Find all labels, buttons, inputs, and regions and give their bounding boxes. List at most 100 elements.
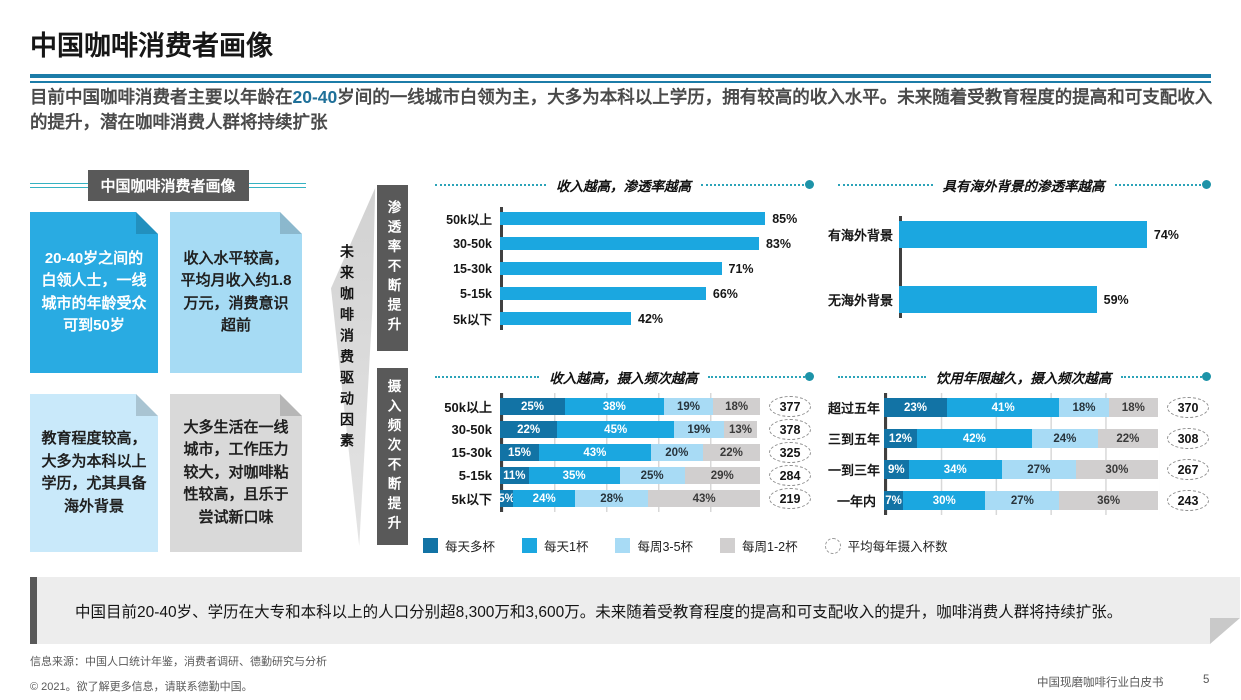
bar-segment: 43% [539, 444, 651, 461]
bar-segment: 27% [1001, 460, 1076, 479]
bar-segment: 24% [1031, 429, 1098, 448]
bar-segment: 38% [565, 398, 664, 415]
chart-title: 饮用年限越久，摄入频次越高 [935, 370, 1112, 386]
chart-income-frequency: 收入越高，摄入频次越高 50k以上 25% 38% 19% 18% 377 30-50k 22… [425, 368, 815, 512]
bar-segment: 29% [684, 467, 760, 484]
dotted-rule-with-dot [701, 180, 814, 189]
chart-title: 收入越高，渗透率越高 [556, 178, 691, 194]
bar-segment: 22% [702, 444, 760, 461]
category-label: 5k以下 [453, 313, 492, 327]
stacked-bar: 7% 30% 27% 36% [884, 491, 1158, 510]
bar-segment: 12% [884, 429, 917, 448]
dotted-rule [435, 375, 540, 378]
section-label-penetration: 渗透率不断提升 [377, 185, 408, 351]
chart-title-row: 饮用年限越久，摄入频次越高 [828, 368, 1212, 386]
footer-doc-title: 中国现磨咖啡行业白皮书 [1037, 677, 1164, 689]
bar-segment: 18% [713, 398, 760, 415]
category-label: 50k以上 [444, 400, 492, 415]
bar-segment: 36% [1059, 491, 1158, 510]
chart-row: 15-30k 15% 43% 20% 22% 325 [425, 442, 815, 463]
annual-cups-annotation: 243 [1167, 490, 1209, 511]
stacked-bar: 12% 42% 24% 22% [884, 429, 1158, 448]
stacked-bar: 5% 24% 28% 43% [498, 490, 760, 507]
bar [500, 262, 722, 275]
chart-plot: 50k以上 25% 38% 19% 18% 377 30-50k 22% 45% 19% 13% 37… [425, 393, 815, 512]
category-label: 5k以下 [451, 492, 492, 507]
dotted-rule [838, 375, 926, 378]
title-divider [30, 74, 1211, 83]
annual-cups-annotation: 370 [1167, 397, 1209, 418]
annual-cups-annotation: 219 [769, 488, 811, 509]
chart-plot: 50k以上 85% 30-50k 83% 15-30k 71% 5-15k 66% 5k以下 42… [425, 207, 815, 330]
profile-header-band: 中国咖啡消费者画像 [30, 170, 307, 201]
bar-segment: 25% [500, 398, 565, 415]
value-label: 59% [1103, 292, 1129, 307]
bar-segment: 42% [916, 429, 1032, 448]
chart-row: 30-50k 22% 45% 19% 13% 378 [425, 419, 815, 440]
bar [899, 286, 1097, 313]
summary-text: 中国目前20-40岁、学历在大专和本科以上的人口分别超8,300万和3,600万… [75, 603, 1123, 621]
legend-item: 每周3-5杯 [615, 536, 693, 555]
chart-plot: 有海外背景 74% 无海外背景 59% [828, 216, 1212, 318]
stacked-bar: 15% 43% 20% 22% [500, 444, 760, 461]
chart-overseas-penetration: 具有海外背景的渗透率越高 有海外背景 74% 无海外背景 59% [828, 176, 1212, 318]
category-label: 三到五年 [828, 432, 881, 447]
footer-page-number: 5 [1203, 674, 1210, 686]
bar [500, 287, 706, 300]
profile-card: 大多生活在一线城市，工作压力较大，对咖啡粘性较高，且乐于尝试新口味 [170, 394, 302, 552]
category-label: 15-30k [453, 261, 492, 276]
legend-label: 每天多杯 [445, 540, 496, 554]
dotted-rule-with-dot [707, 372, 815, 381]
chart-row: 超过五年 23% 41% 18% 18% 370 [828, 397, 1212, 418]
bar-segment: 27% [985, 491, 1060, 510]
bar-segment: 30% [1075, 460, 1158, 479]
annual-cups-annotation: 284 [769, 465, 811, 486]
bar-segment: 19% [663, 398, 714, 415]
profile-card: 收入水平较高，平均月收入约1.8万元，消费意识超前 [170, 212, 302, 373]
section-label-frequency: 摄入频次不断提升 [377, 368, 408, 545]
bar-segment: 18% [1108, 398, 1158, 417]
legend-swatch [615, 538, 631, 553]
chart-title-row: 具有海外背景的渗透率越高 [828, 176, 1212, 194]
profile-card-text: 收入水平较高，平均月收入约1.8万元，消费意识超前 [180, 249, 292, 334]
footer-source: 信息来源：中国人口统计年鉴，消费者调研、德勤研究与分析 [30, 656, 327, 668]
chart-title: 收入越高，摄入频次越高 [549, 370, 698, 386]
legend-label: 每周3-5杯 [637, 540, 694, 554]
category-label: 30-50k [453, 236, 492, 251]
bar [500, 312, 632, 325]
category-label: 一年内 [836, 494, 876, 509]
stacked-bar: 25% 38% 19% 18% [500, 398, 760, 415]
dotted-rule-with-dot [1121, 372, 1211, 381]
page-title: 中国咖啡消费者画像 [30, 31, 273, 61]
bar [899, 221, 1147, 248]
legend-label: 每天1杯 [544, 540, 589, 554]
dotted-rule [838, 183, 933, 186]
value-label: 74% [1153, 227, 1179, 242]
chart-row: 5k以下 42% [425, 312, 815, 328]
y-axis-line [884, 393, 887, 515]
chart-income-penetration: 收入越高，渗透率越高 50k以上 85% 30-50k 83% 15-30k 71% 5-1… [425, 176, 815, 330]
dotted-rule [435, 183, 546, 186]
legend-label: 平均每年摄入杯数 [847, 540, 948, 554]
category-label: 5-15k [458, 468, 492, 483]
legend-label: 每周1-2杯 [742, 540, 798, 554]
bar-segment: 9% [884, 460, 909, 479]
chart-title-row: 收入越高，渗透率越高 [425, 176, 815, 194]
category-label: 30-50k [451, 422, 492, 437]
dotted-rule-with-dot [1114, 180, 1211, 189]
category-label: 超过五年 [828, 401, 881, 416]
chart-legend: 每天多杯 每天1杯 每周3-5杯 每周1-2杯 平均每年摄入杯数 [423, 536, 948, 555]
bar-segment: 45% [557, 421, 675, 438]
profile-card-text: 20-40岁之间的白领人士，一线城市的年龄受众可到50岁 [41, 249, 147, 334]
bar-segment: 23% [884, 398, 948, 417]
bar-segment: 18% [1059, 398, 1109, 417]
bar [500, 237, 759, 250]
category-label: 50k以上 [446, 213, 492, 227]
chart-row: 5k以下 5% 24% 28% 43% 219 [425, 488, 815, 509]
value-label: 66% [712, 286, 738, 301]
chart-tenure-frequency: 饮用年限越久，摄入频次越高 超过五年 23% 41% 18% 18% 370 三到五年 12%… [828, 368, 1212, 515]
legend-item: 每周1-2杯 [720, 536, 798, 555]
chart-title-row: 收入越高，摄入频次越高 [425, 368, 815, 386]
bar-segment: 34% [908, 460, 1002, 479]
